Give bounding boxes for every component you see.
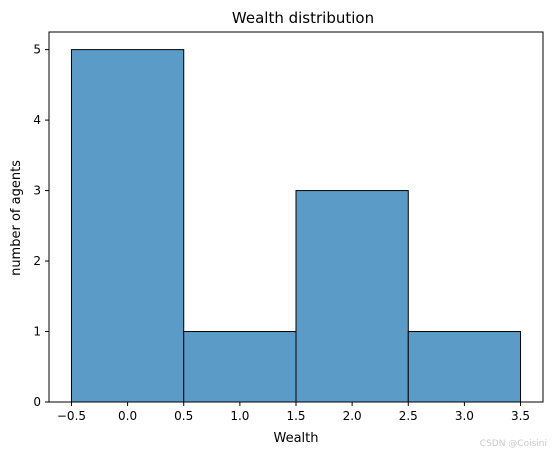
y-tick-label: 1 bbox=[33, 325, 41, 339]
y-axis-ticks: 0 1 2 3 4 5 bbox=[33, 43, 49, 409]
y-axis-label: number of agents bbox=[9, 160, 24, 276]
x-tick-label: 1.0 bbox=[230, 409, 249, 423]
y-tick-label: 3 bbox=[33, 184, 41, 198]
histogram-bar-2 bbox=[183, 331, 297, 403]
x-tick-label: 3.5 bbox=[511, 409, 530, 423]
histogram-bar-4 bbox=[407, 331, 522, 403]
x-tick-label: 3.0 bbox=[455, 409, 474, 423]
y-tick-label: 2 bbox=[33, 254, 41, 268]
y-tick-label: 5 bbox=[33, 43, 41, 57]
watermark-text: CSDN @Coisini bbox=[480, 439, 547, 449]
x-tick-label: −0.5 bbox=[57, 409, 86, 423]
plot-frame bbox=[48, 31, 544, 403]
x-tick-label: 1.5 bbox=[286, 409, 305, 423]
y-tick-label: 4 bbox=[33, 113, 41, 127]
x-tick-label: 2.0 bbox=[343, 409, 362, 423]
x-tick-label: 0.0 bbox=[118, 409, 137, 423]
histogram-bar-3 bbox=[295, 190, 409, 403]
x-axis-label: Wealth bbox=[273, 431, 318, 446]
x-tick-label: 0.5 bbox=[174, 409, 193, 423]
x-tick-label: 2.5 bbox=[399, 409, 418, 423]
chart-title: Wealth distribution bbox=[232, 9, 374, 27]
histogram-bar-1 bbox=[70, 49, 185, 403]
bars-group bbox=[70, 49, 522, 403]
x-axis-ticks: −0.5 0.0 0.5 1.0 1.5 2.0 2.5 3.0 3.5 bbox=[57, 402, 530, 423]
y-tick-label: 0 bbox=[33, 395, 41, 409]
